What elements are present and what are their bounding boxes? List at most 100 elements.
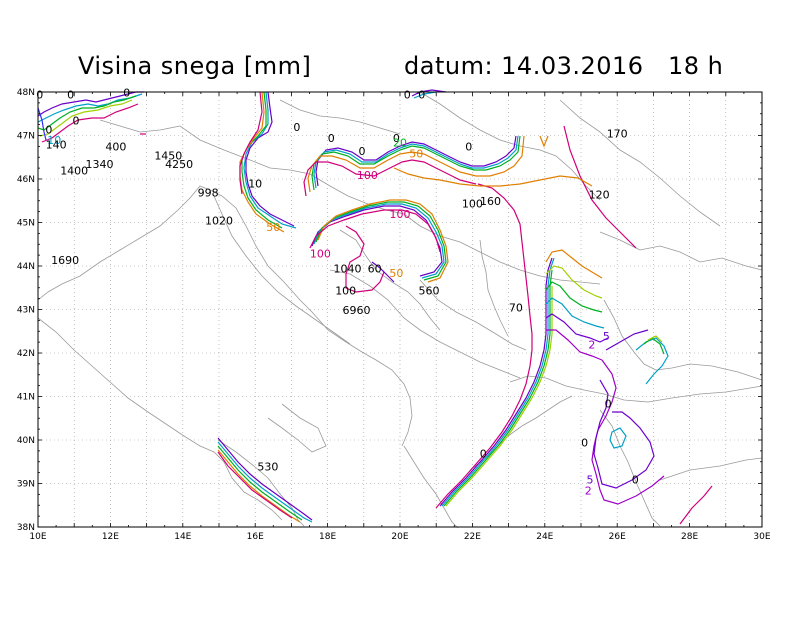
contour-value-label: 1020 (205, 215, 233, 228)
contour-line-50 (393, 167, 593, 187)
border-line (279, 99, 401, 135)
contour-value-label: 530 (257, 460, 278, 473)
contour-value-label: 160 (480, 195, 501, 208)
contour-line-20 (643, 337, 665, 355)
contour-value-label: 0 (605, 397, 612, 410)
contour-line-10 (217, 441, 313, 523)
contour-line-0 (371, 261, 395, 283)
contour-value-label: 5 (603, 330, 610, 343)
coastline-italy-east (37, 185, 413, 447)
contour-value-label: 170 (607, 128, 628, 141)
contour-value-label: 20 (393, 136, 407, 149)
coastline-turkey-west (599, 409, 661, 527)
coastline-aegean-north (509, 375, 763, 403)
border-line (407, 291, 441, 331)
contour-value-label: 100 (462, 197, 483, 210)
contour-line-30 (647, 335, 663, 343)
coastline-greece-east (469, 395, 573, 471)
contour-line-50 (317, 199, 449, 283)
border-line (539, 275, 601, 285)
contour-line-100 (563, 125, 637, 249)
contour-line-10 (609, 427, 627, 449)
coastline-black-sea-north (599, 231, 763, 271)
contour-line-0 (245, 91, 295, 227)
coastline-greece-west (403, 445, 459, 529)
contour-value-label: 5 (587, 474, 594, 487)
contour-line-10 (635, 337, 669, 385)
contour-value-label: 50 (409, 147, 423, 160)
contour-value-label: 0 (404, 89, 411, 102)
contour-value-label: 1450 (154, 149, 182, 162)
contour-value-label: 998 (198, 186, 219, 199)
contour-value-label: 0 (293, 121, 300, 134)
lat-tick-label: 47N (17, 132, 35, 142)
contour-value-label: 2 (588, 339, 595, 352)
contour-line-0 (605, 329, 649, 351)
border-line (419, 91, 521, 147)
contour-value-label: 6960 (343, 304, 371, 317)
contour-group-aegean (591, 359, 713, 525)
contour-value-label: 0 (36, 89, 43, 102)
coastline-layer (37, 91, 763, 529)
contour-line-30 (445, 286, 553, 507)
lon-tick-label: 16E (247, 532, 264, 542)
contour-line-10 (37, 93, 143, 123)
contour-group-alps (37, 91, 146, 143)
contour-value-label: 560 (418, 284, 439, 297)
lat-tick-label: 48N (17, 88, 35, 98)
contour-value-label: 1400 (60, 165, 88, 178)
contour-line-50 (217, 449, 301, 523)
border-line (439, 341, 521, 379)
contour-line-100 (679, 485, 713, 525)
lon-tick-label: 22E (464, 532, 481, 542)
lat-tick-label: 41N (17, 393, 35, 403)
contour-value-label: 0 (123, 86, 130, 99)
contour-value-label: 0 (73, 115, 80, 128)
coastline-turkey-south (659, 457, 763, 481)
border-line (329, 269, 441, 343)
map-title: Visina snega [mm] (78, 52, 312, 80)
contour-value-label: 50 (266, 221, 280, 234)
contour-line-50 (545, 249, 603, 279)
contour-line-2 (546, 329, 603, 361)
contour-value-label: 0 (632, 474, 639, 487)
lat-tick-label: 44N (17, 262, 35, 272)
contour-value-label: 70 (509, 302, 523, 315)
coastline-heel (267, 403, 327, 453)
contour-value-label: 0 (67, 89, 74, 102)
contour-line-20 (443, 269, 553, 507)
contour-value-label: 0 (418, 89, 425, 102)
contour-group-calabria (217, 437, 313, 523)
lat-tick-label: 40N (17, 436, 35, 446)
lon-tick-label: 10E (29, 532, 46, 542)
contour-value-label: 0 (480, 447, 487, 460)
lon-tick-label: 24E (536, 532, 553, 542)
contour-value-label: 1340 (86, 158, 114, 171)
contour-value-label: 120 (589, 189, 610, 202)
contour-line-100 (41, 103, 139, 143)
contour-value-label: 0 (358, 145, 365, 158)
contour-line-10 (441, 257, 555, 507)
coastline-black-sea (603, 299, 763, 381)
contour-line-20 (37, 95, 137, 131)
contour-line-50 (539, 135, 549, 148)
contour-line-50 (39, 99, 133, 137)
contour-value-label: 400 (105, 141, 126, 154)
contour-value-label: 0 (581, 437, 588, 450)
contour-value-label: 60 (368, 263, 382, 276)
lon-tick-label: 30E (753, 532, 770, 542)
contour-value-label: 1040 (334, 263, 362, 276)
contour-line-10 (413, 91, 437, 99)
snow-depth-contours (37, 89, 713, 525)
contour-line-100 (239, 91, 263, 195)
contour-value-label: 50 (389, 267, 403, 280)
contour-line-2 (591, 359, 665, 505)
contour-line-20 (311, 135, 521, 191)
border-line (559, 99, 721, 227)
contour-line-30 (545, 265, 603, 299)
coastline-dalmatia (213, 195, 351, 345)
contour-line-100 (435, 183, 533, 509)
contour-group-bosnia-arc (309, 199, 449, 293)
contour-line-5 (545, 313, 609, 343)
